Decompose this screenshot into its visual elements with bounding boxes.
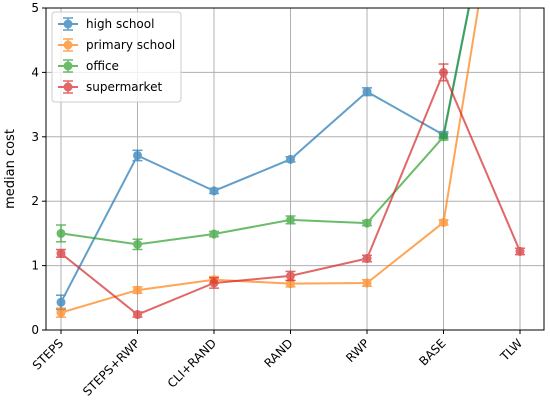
legend-label: supermarket	[86, 80, 162, 94]
legend-dot	[63, 61, 73, 71]
data-point	[286, 215, 295, 225]
x-tick-label: CLI+RAND	[165, 336, 219, 390]
legend-box	[51, 11, 182, 103]
data-point	[439, 67, 448, 77]
series-office	[56, 8, 471, 251]
legend-dot	[63, 40, 73, 50]
y-tick-label: 1	[31, 259, 39, 273]
x-tick-label: RWP	[343, 336, 372, 365]
data-point	[133, 239, 142, 249]
y-tick-label: 0	[31, 323, 39, 337]
data-point	[56, 228, 66, 238]
legend-label: office	[86, 59, 119, 73]
x-tick-label: TLW	[497, 336, 525, 364]
data-point	[56, 248, 66, 258]
data-point	[362, 278, 372, 288]
data-point	[133, 285, 142, 295]
x-tick-label: RAND	[261, 336, 295, 370]
data-point	[133, 150, 142, 160]
data-point	[439, 217, 448, 227]
legend: high school primary school office supermark…	[51, 11, 182, 103]
plot-frame	[45, 7, 545, 331]
x-tick-label: STEPS	[30, 336, 66, 372]
x-tick-label: STEPS+RWP	[80, 336, 143, 399]
data-point	[286, 271, 295, 281]
y-tick-label: 5	[31, 1, 39, 15]
legend-marker	[58, 17, 78, 31]
legend-label: high school	[86, 17, 154, 31]
legend-dot	[63, 19, 73, 29]
x-tick-label: BASE	[416, 336, 448, 368]
data-point	[362, 87, 372, 97]
y-tick-label: 2	[31, 194, 39, 208]
legend-marker	[58, 38, 78, 52]
series-layer	[56, 8, 525, 320]
data-point	[286, 279, 295, 289]
y-axis-label: median cost	[3, 129, 18, 209]
data-point	[439, 132, 448, 142]
legend-dot	[63, 82, 73, 92]
data-point	[209, 278, 219, 288]
legend-marker	[58, 80, 78, 94]
data-point	[286, 154, 295, 164]
y-tick-label: 3	[31, 130, 39, 144]
data-point	[56, 297, 66, 307]
series-supermarket	[56, 63, 525, 320]
data-point	[209, 229, 219, 239]
data-point	[515, 246, 525, 256]
data-point	[209, 186, 219, 196]
y-tick-label: 4	[31, 65, 39, 79]
legend-label: primary school	[86, 38, 175, 52]
legend-marker	[58, 59, 78, 73]
data-point	[133, 310, 142, 320]
data-point	[362, 218, 372, 228]
data-point	[362, 254, 372, 264]
data-point	[56, 308, 66, 318]
